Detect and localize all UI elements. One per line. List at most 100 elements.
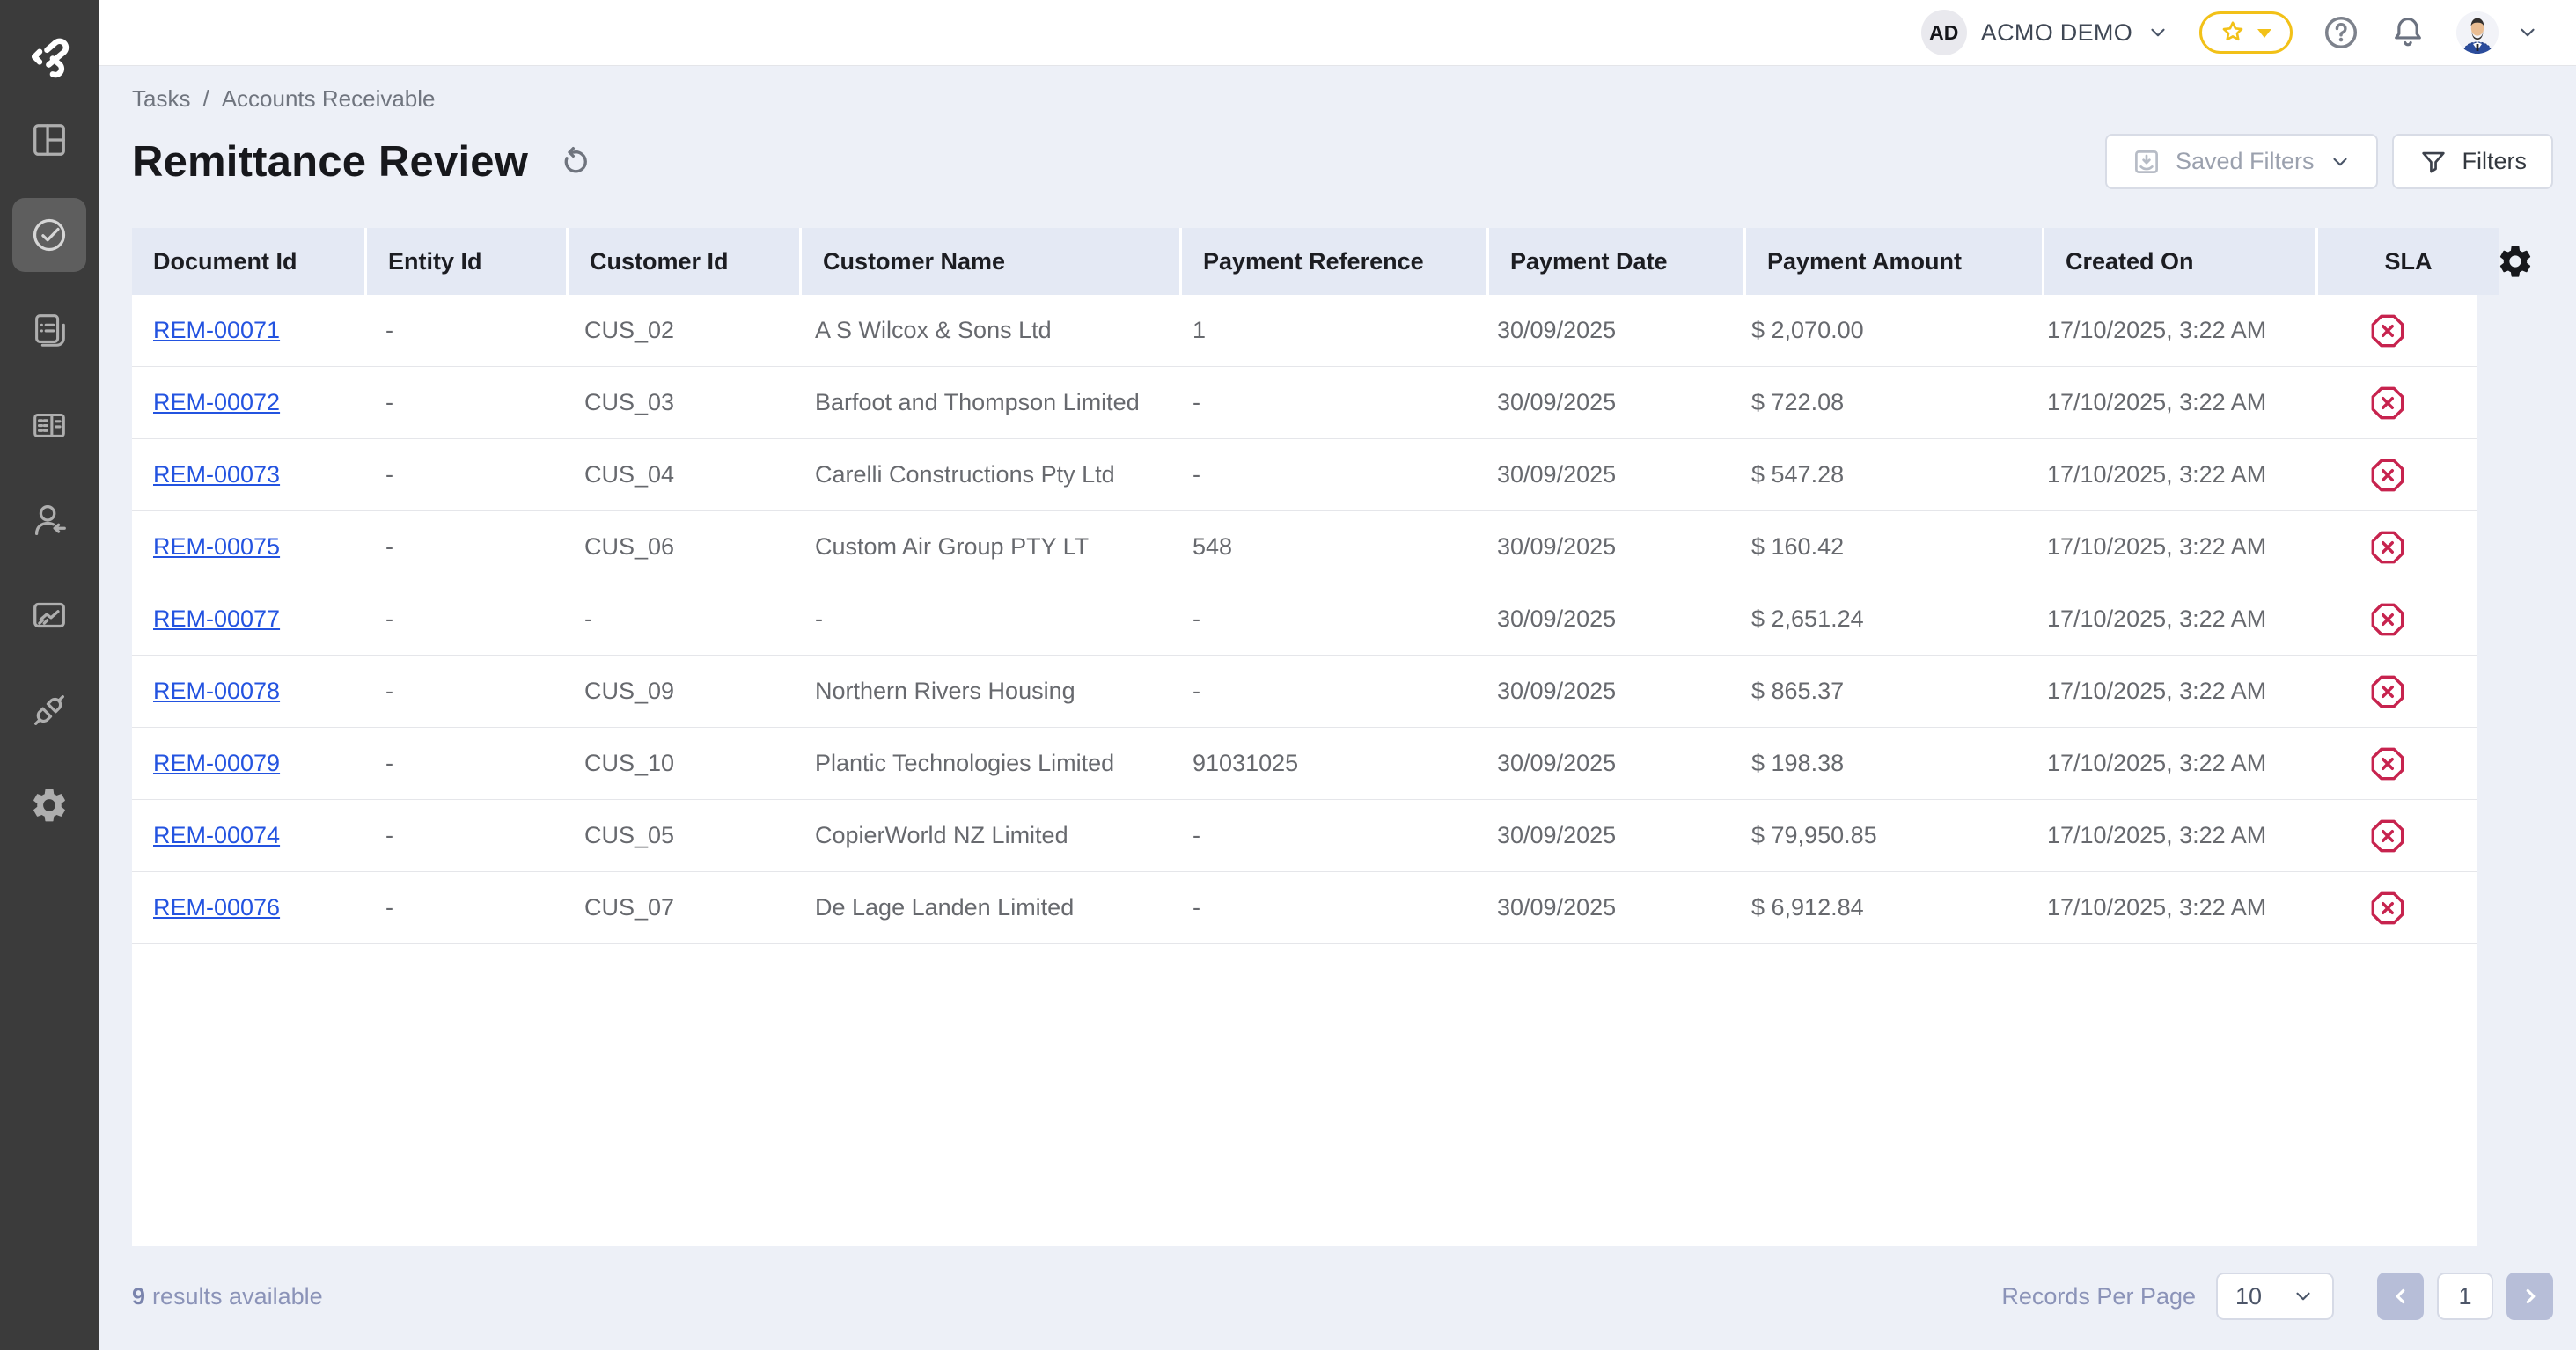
cell-entity-id: - xyxy=(364,367,563,438)
favorites-button[interactable] xyxy=(2199,11,2293,54)
column-settings-button[interactable] xyxy=(2496,242,2535,281)
app-logo[interactable] xyxy=(22,0,77,92)
cell-customer-name: A S Wilcox & Sons Ltd xyxy=(794,295,1171,366)
cell-customer-id: CUS_04 xyxy=(563,439,794,510)
cell-entity-id: - xyxy=(364,800,563,871)
cell-payment-reference: - xyxy=(1171,872,1476,943)
sidebar-item-tasks[interactable] xyxy=(12,198,86,272)
cell-document-id: REM-00072 xyxy=(132,367,364,438)
previous-page-button[interactable] xyxy=(2377,1273,2424,1320)
table-header: Document Id Entity Id Customer Id Custom… xyxy=(132,228,2477,295)
gear-icon xyxy=(29,785,70,825)
cell-payment-amount: $ 160.42 xyxy=(1730,511,2026,583)
sidebar-item-entities[interactable] xyxy=(12,388,86,462)
check-circle-icon xyxy=(29,215,70,255)
cell-payment-reference: - xyxy=(1171,367,1476,438)
help-icon xyxy=(2323,14,2359,51)
document-link[interactable]: REM-00071 xyxy=(153,317,280,344)
cell-payment-reference: - xyxy=(1171,439,1476,510)
cell-payment-amount: $ 722.08 xyxy=(1730,367,2026,438)
cell-document-id: REM-00071 xyxy=(132,295,364,366)
table-row: REM-00077----30/09/2025$ 2,651.2417/10/2… xyxy=(132,583,2477,656)
building-icon xyxy=(29,405,70,445)
cell-created-on: 17/10/2025, 3:22 AM xyxy=(2026,367,2297,438)
cell-entity-id: - xyxy=(364,656,563,727)
documents-icon xyxy=(29,310,70,350)
cell-document-id: REM-00078 xyxy=(132,656,364,727)
chevron-down-icon xyxy=(2516,21,2539,44)
column-header-customer-name: Customer Name xyxy=(802,228,1179,295)
user-menu[interactable] xyxy=(2456,11,2539,54)
cell-sla xyxy=(2297,367,2477,438)
table-row: REM-00078-CUS_09Northern Rivers Housing-… xyxy=(132,656,2477,728)
chevron-down-icon xyxy=(2147,21,2169,44)
user-assign-icon xyxy=(29,500,70,540)
document-link[interactable]: REM-00074 xyxy=(153,822,280,849)
filters-button[interactable]: Filters xyxy=(2392,134,2554,189)
table-body: REM-00071-CUS_02A S Wilcox & Sons Ltd130… xyxy=(132,295,2477,1246)
table-row: REM-00071-CUS_02A S Wilcox & Sons Ltd130… xyxy=(132,295,2477,367)
cell-created-on: 17/10/2025, 3:22 AM xyxy=(2026,439,2297,510)
org-switcher[interactable]: AD ACMO DEMO xyxy=(1921,10,2169,55)
cell-entity-id: - xyxy=(364,728,563,799)
save-filter-icon xyxy=(2132,147,2161,177)
records-per-page-select[interactable]: 10 xyxy=(2216,1273,2334,1320)
chevron-down-icon xyxy=(2329,150,2352,173)
cell-payment-reference: - xyxy=(1171,583,1476,655)
cell-customer-name: Carelli Constructions Pty Ltd xyxy=(794,439,1171,510)
results-count-text: 9 results available xyxy=(132,1283,323,1310)
sla-breached-icon xyxy=(2369,890,2406,927)
column-header-customer-id: Customer Id xyxy=(569,228,799,295)
next-page-button[interactable] xyxy=(2506,1273,2553,1320)
cell-customer-id: CUS_09 xyxy=(563,656,794,727)
sidebar-item-dashboard[interactable] xyxy=(12,103,86,177)
table-row: REM-00079-CUS_10Plantic Technologies Lim… xyxy=(132,728,2477,800)
saved-filters-button[interactable]: Saved Filters xyxy=(2105,134,2378,189)
help-button[interactable] xyxy=(2323,14,2359,51)
pagination: Records Per Page 10 1 xyxy=(2001,1273,2553,1320)
sidebar-item-settings[interactable] xyxy=(12,768,86,842)
brand-link-icon xyxy=(22,27,77,82)
sidebar-item-user-assignment[interactable] xyxy=(12,483,86,557)
user-avatar xyxy=(2456,11,2499,54)
cell-payment-date: 30/09/2025 xyxy=(1476,367,1730,438)
document-link[interactable]: REM-00078 xyxy=(153,678,280,705)
cell-document-id: REM-00079 xyxy=(132,728,364,799)
breadcrumb-tasks[interactable]: Tasks xyxy=(132,85,190,113)
document-link[interactable]: REM-00077 xyxy=(153,605,280,633)
notifications-button[interactable] xyxy=(2389,14,2426,51)
breadcrumb-accounts-receivable[interactable]: Accounts Receivable xyxy=(222,85,436,113)
cell-customer-id: - xyxy=(563,583,794,655)
cell-customer-id: CUS_02 xyxy=(563,295,794,366)
cell-sla xyxy=(2297,872,2477,943)
sla-breached-icon xyxy=(2369,673,2406,710)
table-row: REM-00076-CUS_07De Lage Landen Limited-3… xyxy=(132,872,2477,944)
cell-sla xyxy=(2297,800,2477,871)
document-link[interactable]: REM-00079 xyxy=(153,750,280,777)
app-root: AD ACMO DEMO xyxy=(0,0,2576,1350)
sidebar-item-reports[interactable] xyxy=(12,578,86,652)
document-link[interactable]: REM-00075 xyxy=(153,533,280,561)
cell-customer-name: CopierWorld NZ Limited xyxy=(794,800,1171,871)
refresh-button[interactable] xyxy=(556,144,591,180)
results-label: results available xyxy=(152,1283,323,1310)
column-header-created-on: Created On xyxy=(2044,228,2315,295)
content: Tasks / Accounts Receivable Remittance R… xyxy=(99,66,2576,1350)
cell-payment-amount: $ 865.37 xyxy=(1730,656,2026,727)
bell-icon xyxy=(2389,14,2426,51)
sla-breached-icon xyxy=(2369,745,2406,782)
cell-customer-name: Northern Rivers Housing xyxy=(794,656,1171,727)
cell-created-on: 17/10/2025, 3:22 AM xyxy=(2026,656,2297,727)
sidebar-item-integrations[interactable] xyxy=(12,673,86,747)
column-header-entity-id: Entity Id xyxy=(367,228,566,295)
results-count: 9 xyxy=(132,1283,145,1310)
cell-customer-id: CUS_05 xyxy=(563,800,794,871)
current-page-indicator[interactable]: 1 xyxy=(2437,1273,2493,1320)
document-link[interactable]: REM-00076 xyxy=(153,894,280,921)
cell-created-on: 17/10/2025, 3:22 AM xyxy=(2026,583,2297,655)
document-link[interactable]: REM-00073 xyxy=(153,461,280,488)
cell-customer-id: CUS_07 xyxy=(563,872,794,943)
saved-filters-label: Saved Filters xyxy=(2176,148,2315,175)
document-link[interactable]: REM-00072 xyxy=(153,389,280,416)
sidebar-item-documents[interactable] xyxy=(12,293,86,367)
